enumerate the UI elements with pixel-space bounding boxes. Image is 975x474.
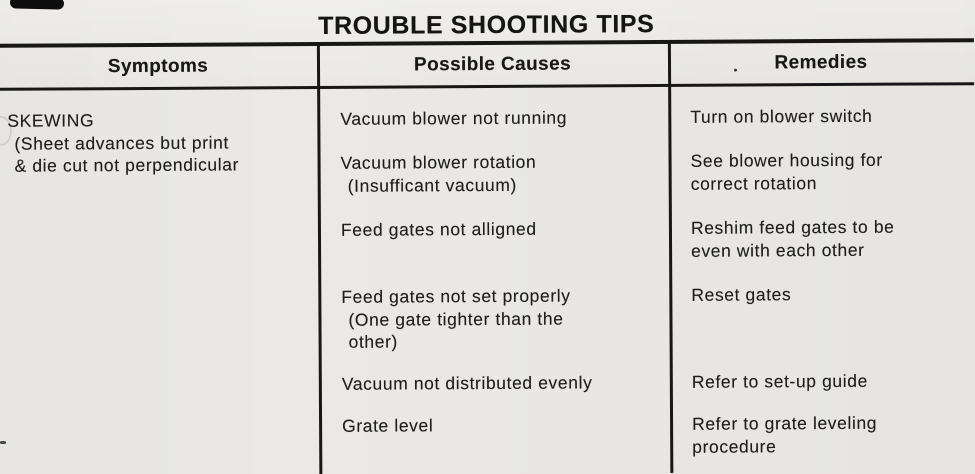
remedy-line: Refer to grate leveling (692, 412, 878, 434)
cause-item: Vacuum blower rotation (Insufficant vacu… (341, 151, 537, 197)
cause-item: Vacuum not distributed evenly (342, 371, 593, 395)
cause-line: Grate level (342, 415, 434, 436)
cause-item: Grate level (342, 414, 433, 437)
symptom-name: SKEWING (7, 110, 95, 131)
column-header-remedies: Remedies (774, 51, 868, 73)
scan-artifact-mark (9, 0, 65, 10)
remedy-line: Reset gates (691, 284, 792, 305)
remedy-line: Turn on blower switch (690, 105, 873, 127)
symptom-detail-line: & die cut not perpendicular (14, 154, 240, 176)
cause-item: Feed gates not set properly (One gate ti… (341, 285, 571, 354)
column-divider-2 (667, 39, 673, 473)
remedy-line: Refer to set-up guide (691, 370, 868, 392)
page-title: TROUBLE SHOOTING TIPS (318, 10, 655, 40)
cause-item: Vacuum blower not running (340, 107, 567, 131)
cause-line: (Insufficant vacuum) (347, 174, 518, 196)
column-header-symptoms: Symptoms (107, 55, 209, 77)
symptom-skewing: SKEWING (Sheet advances but print & die … (7, 108, 239, 177)
remedy-item: Refer to grate leveling procedure (692, 412, 877, 458)
cause-item: Feed gates not alligned (341, 218, 537, 242)
remedy-item: See blower housing for correct rotation (691, 149, 883, 195)
column-header-possible-causes: Possible Causes (413, 53, 572, 75)
remedy-item: Reshim feed gates to be even with each o… (691, 216, 895, 262)
cause-line: Vacuum blower not running (340, 107, 568, 129)
remedy-line: See blower housing for (690, 149, 883, 171)
remedy-line: procedure (692, 435, 777, 457)
cause-line: Feed gates not set properly (341, 285, 571, 307)
cause-line: other) (348, 331, 398, 352)
remedy-item: Refer to set-up guide (692, 370, 868, 394)
symptom-detail-line: (Sheet advances but print (14, 131, 229, 154)
scan-speck (734, 68, 738, 72)
cause-line: (One gate tighter than the (348, 308, 564, 330)
scan-speck (0, 441, 6, 444)
remedy-line: Reshim feed gates to be (690, 216, 895, 238)
remedy-item: Reset gates (691, 283, 791, 306)
cause-line: Vacuum not distributed evenly (341, 372, 593, 394)
remedy-line: even with each other (691, 239, 865, 261)
remedy-line: correct rotation (690, 172, 818, 194)
remedy-item: Turn on blower switch (690, 105, 872, 129)
cause-line: Feed gates not alligned (340, 218, 537, 240)
column-divider-1 (316, 41, 322, 474)
cause-line: Vacuum blower rotation (340, 151, 537, 173)
